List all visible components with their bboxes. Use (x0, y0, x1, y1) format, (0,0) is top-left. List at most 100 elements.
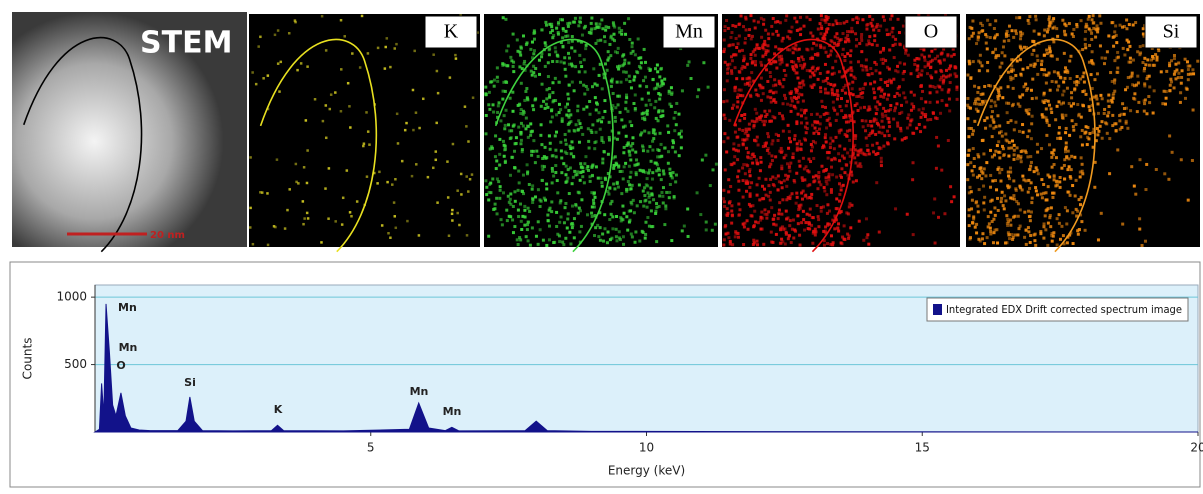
map-pixel (529, 130, 533, 134)
map-pixel (585, 213, 589, 217)
map-pixel (365, 111, 368, 114)
map-pixel (1074, 207, 1078, 211)
map-pixel (827, 209, 831, 213)
map-pixel (548, 206, 552, 210)
map-pixel (573, 16, 577, 20)
map-pixel (651, 131, 655, 135)
map-pixel (1059, 102, 1063, 106)
map-pixel (849, 170, 853, 174)
map-pixel (649, 103, 653, 107)
map-pixel (946, 138, 950, 142)
map-pixel (630, 202, 634, 206)
map-pixel (570, 140, 574, 144)
map-pixel (538, 205, 542, 209)
map-pixel (937, 59, 941, 63)
map-pixel (835, 32, 839, 36)
map-pixel (1125, 38, 1129, 42)
map-pixel (875, 43, 879, 47)
map-pixel (747, 33, 751, 37)
map-pixel (1098, 14, 1102, 18)
map-pixel (1010, 233, 1014, 237)
map-pixel (816, 215, 820, 219)
map-pixel (947, 97, 951, 101)
map-pixel (932, 211, 936, 215)
map-pixel (570, 182, 574, 186)
map-pixel (839, 175, 843, 179)
map-pixel (818, 71, 822, 75)
map-pixel (568, 21, 572, 25)
map-pixel (872, 87, 876, 91)
map-pixel (584, 155, 588, 159)
map-pixel (629, 200, 633, 204)
map-pixel (732, 53, 736, 57)
map-pixel (583, 24, 587, 28)
map-pixel (1119, 112, 1123, 116)
map-pixel (1079, 156, 1083, 160)
map-pixel (726, 136, 730, 140)
map-pixel (667, 130, 671, 134)
map-pixel (858, 162, 862, 166)
map-pixel (501, 62, 505, 66)
map-pixel (1169, 77, 1173, 81)
map-pixel (1048, 47, 1052, 51)
map-pixel (899, 103, 903, 107)
map-pixel (1099, 93, 1103, 97)
map-pixel (981, 101, 985, 105)
map-pixel (540, 164, 544, 168)
map-pixel (770, 142, 774, 146)
map-pixel (1026, 87, 1030, 91)
map-pixel (517, 169, 521, 173)
map-pixel (608, 175, 612, 179)
map-pixel (630, 235, 634, 239)
map-pixel (796, 222, 800, 226)
map-pixel (825, 193, 829, 197)
map-pixel (814, 141, 818, 145)
map-pixel (544, 43, 548, 47)
map-pixel (1052, 17, 1056, 21)
map-pixel (572, 89, 576, 93)
map-pixel (1016, 202, 1020, 206)
map-pixel (864, 119, 868, 123)
map-pixel (723, 25, 727, 29)
map-pixel (971, 221, 975, 225)
map-pixel (810, 216, 814, 220)
map-pixel (1067, 165, 1071, 169)
map-pixel (917, 57, 921, 61)
map-pixel (867, 39, 871, 43)
map-pixel (758, 115, 762, 119)
map-pixel (642, 79, 646, 83)
map-pixel (610, 80, 614, 84)
map-pixel (327, 167, 331, 170)
map-pixel (555, 179, 559, 183)
map-pixel (880, 88, 884, 92)
map-pixel (982, 201, 986, 205)
map-pixel (755, 161, 759, 165)
map-pixel (809, 31, 813, 35)
map-pixel (656, 82, 660, 86)
map-pixel (816, 52, 820, 56)
map-pixel (769, 177, 773, 181)
map-pixel (560, 119, 564, 123)
map-pixel (1057, 126, 1061, 130)
map-pixel (1006, 85, 1010, 89)
map-pixel (652, 128, 656, 132)
map-pixel (834, 207, 838, 211)
map-pixel (789, 241, 793, 245)
map-pixel (1064, 147, 1068, 151)
map-pixel (1118, 119, 1122, 123)
map-pixel (656, 155, 660, 159)
map-pixel (580, 65, 584, 69)
map-pixel (850, 87, 854, 91)
map-pixel (633, 75, 637, 79)
map-panel: O (722, 14, 960, 253)
map-pixel (759, 156, 763, 160)
map-pixel (796, 76, 800, 80)
map-pixel (1134, 83, 1138, 87)
map-pixel (997, 54, 1001, 58)
map-pixel (1031, 39, 1035, 43)
map-pixel (511, 155, 515, 159)
map-pixel (594, 108, 598, 112)
map-pixel (274, 225, 277, 229)
map-pixel (865, 27, 869, 31)
map-pixel (991, 179, 995, 183)
